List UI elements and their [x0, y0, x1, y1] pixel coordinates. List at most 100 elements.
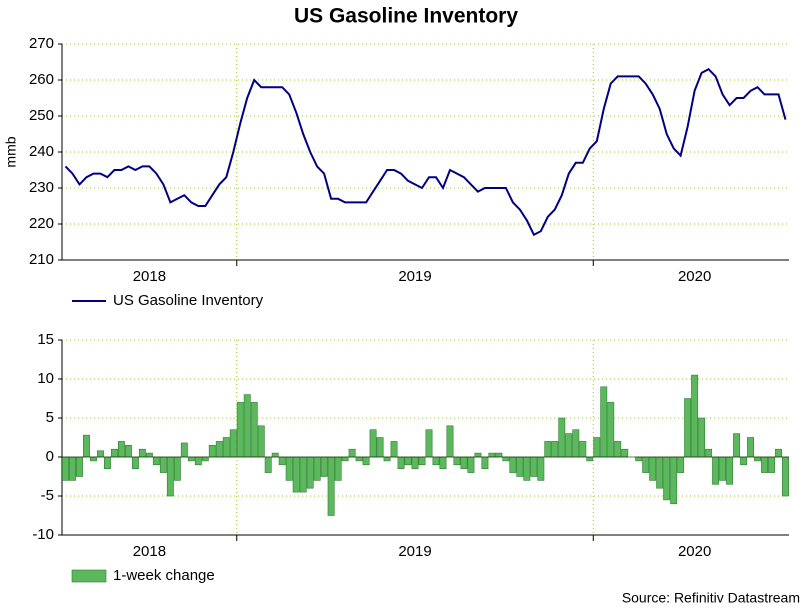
- bar: [306, 456, 314, 489]
- bar: [250, 402, 258, 458]
- bar: [544, 441, 552, 458]
- bar: [131, 456, 139, 469]
- bar: [62, 456, 69, 481]
- bar: [684, 398, 692, 458]
- bar: [509, 456, 517, 473]
- bar: [691, 374, 699, 458]
- legend-label: 1-week change: [113, 567, 215, 584]
- bar: [390, 441, 398, 458]
- bar: [621, 448, 629, 458]
- bar: [656, 456, 664, 489]
- y-tick-label: 250: [29, 107, 54, 124]
- bar: [698, 417, 706, 458]
- bar: [180, 442, 188, 458]
- bar: [327, 456, 335, 516]
- bar: [432, 456, 440, 466]
- bar: [299, 456, 307, 493]
- bar: [649, 456, 657, 481]
- bar: [229, 429, 237, 458]
- bar: [719, 456, 727, 481]
- bar: [614, 441, 622, 458]
- y-tick-label: -10: [32, 526, 54, 543]
- bar: [159, 456, 167, 473]
- bar: [642, 456, 650, 473]
- bar: [138, 448, 146, 458]
- bar: [747, 437, 754, 458]
- bar: [558, 417, 566, 458]
- bar: [278, 456, 286, 466]
- chart-title: US Gasoline Inventory: [294, 5, 518, 28]
- bar: [600, 386, 608, 458]
- bar: [740, 456, 748, 466]
- bar: [243, 394, 251, 458]
- bar: [495, 452, 503, 458]
- bar: [362, 456, 370, 466]
- y-tick-label: 220: [29, 215, 54, 232]
- bar: [712, 456, 720, 485]
- bar: [264, 456, 272, 473]
- bar: [481, 456, 489, 469]
- y-tick-label: 240: [29, 143, 54, 160]
- bar: [404, 456, 412, 466]
- y-tick-label: 15: [37, 331, 54, 348]
- line: [64, 67, 787, 237]
- bar: [83, 434, 90, 458]
- y-axis-label: mmb: [3, 136, 19, 167]
- bar: [670, 456, 678, 505]
- bar: [145, 452, 153, 458]
- bar: [397, 456, 405, 469]
- bar: [418, 456, 426, 466]
- bar: [166, 456, 174, 497]
- bar: [565, 433, 573, 458]
- bar: [201, 456, 209, 462]
- x-tick-label: 2020: [678, 543, 711, 560]
- bar: [530, 456, 538, 477]
- y-tick-label: 230: [29, 179, 54, 196]
- bar: [768, 456, 775, 473]
- bar: [593, 437, 601, 458]
- y-tick-label: 210: [29, 251, 54, 268]
- x-tick-label: 2019: [398, 268, 431, 285]
- x-tick-label: 2018: [133, 268, 166, 285]
- bar: [194, 456, 202, 466]
- bar: [285, 456, 293, 481]
- bar: [537, 456, 545, 481]
- bar: [208, 444, 216, 458]
- legend-swatch: [71, 569, 107, 583]
- bar: [257, 425, 265, 458]
- y-tick-label: -5: [41, 487, 54, 504]
- bar: [348, 448, 356, 458]
- bar: [474, 452, 482, 458]
- bar: [460, 456, 468, 469]
- bar: [313, 456, 321, 481]
- bar: [425, 429, 433, 458]
- x-tick-label: 2019: [398, 543, 431, 560]
- bar: [76, 456, 83, 477]
- bar: [103, 456, 111, 469]
- bar: [411, 456, 419, 469]
- bar: [782, 456, 789, 497]
- bar: [551, 441, 559, 458]
- bar: [152, 456, 160, 466]
- bar: [754, 456, 761, 462]
- bar: [579, 441, 587, 458]
- bar: [705, 448, 713, 458]
- bar: [502, 456, 510, 462]
- bar: [761, 456, 768, 473]
- bar: [516, 456, 524, 477]
- bar: [292, 456, 300, 493]
- bar: [635, 456, 643, 462]
- bar: [355, 456, 363, 462]
- legend-label: US Gasoline Inventory: [113, 292, 264, 309]
- y-tick-label: 270: [29, 35, 54, 52]
- bar: [110, 448, 118, 458]
- bar: [124, 444, 132, 458]
- bar: [376, 437, 384, 458]
- bar: [572, 429, 580, 458]
- bar: [271, 452, 279, 458]
- y-tick-label: 0: [46, 448, 54, 465]
- bar: [586, 456, 594, 462]
- y-tick-label: 10: [37, 370, 54, 387]
- bar: [90, 456, 97, 462]
